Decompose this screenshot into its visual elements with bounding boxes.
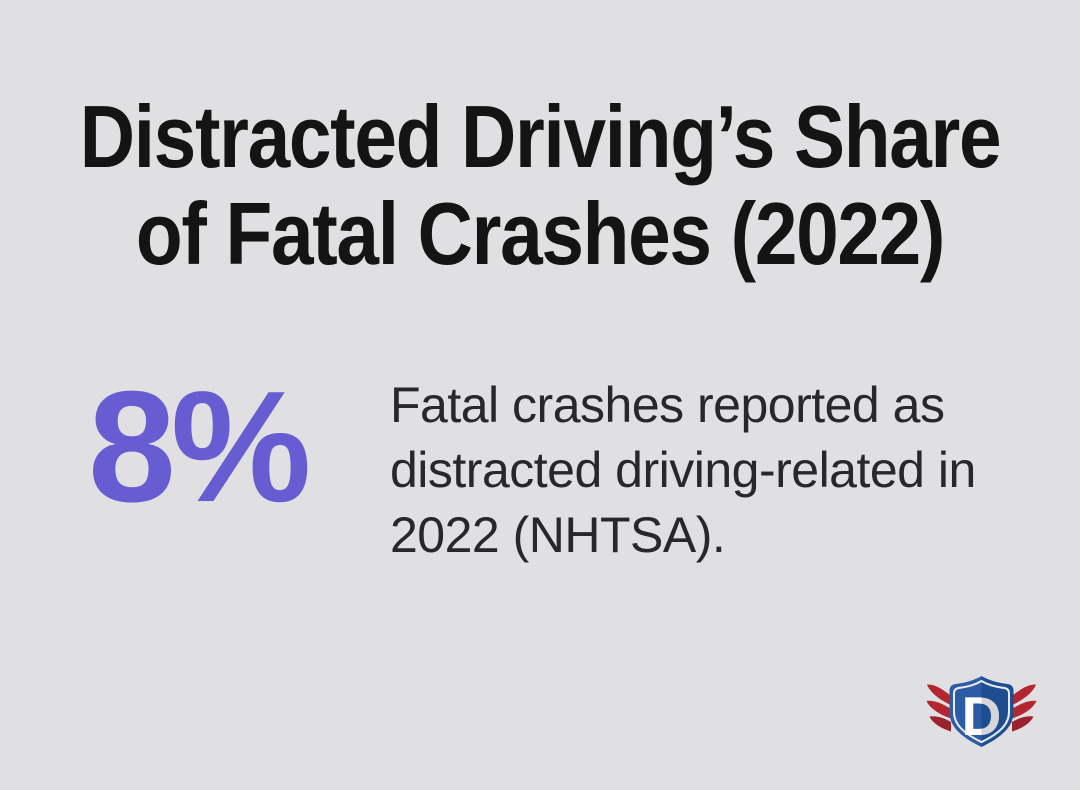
page-title: Distracted Driving’s Share of Fatal Cras… — [70, 88, 1010, 282]
stat-row: 8% Fatal crashes reported as distracted … — [88, 368, 976, 568]
stat-value: 8% — [88, 359, 311, 535]
stat-description-line-3: 2022 (NHTSA). — [390, 507, 726, 563]
logo-svg: D — [926, 676, 1037, 747]
title-line-2: of Fatal Crashes (2022) — [135, 184, 946, 283]
shield-d-wings-logo: D — [925, 674, 1040, 750]
stat-description-line-1: Fatal crashes reported as — [390, 377, 945, 433]
logo-letter: D — [962, 685, 1002, 747]
stat-description-line-2: distracted driving-related in — [390, 442, 976, 498]
right-wing-icon — [1012, 684, 1037, 732]
stat-description: Fatal crashes reported as distracted dri… — [390, 373, 976, 568]
title-line-1: Distracted Driving’s Share — [79, 87, 1002, 186]
left-wing-icon — [926, 684, 951, 732]
